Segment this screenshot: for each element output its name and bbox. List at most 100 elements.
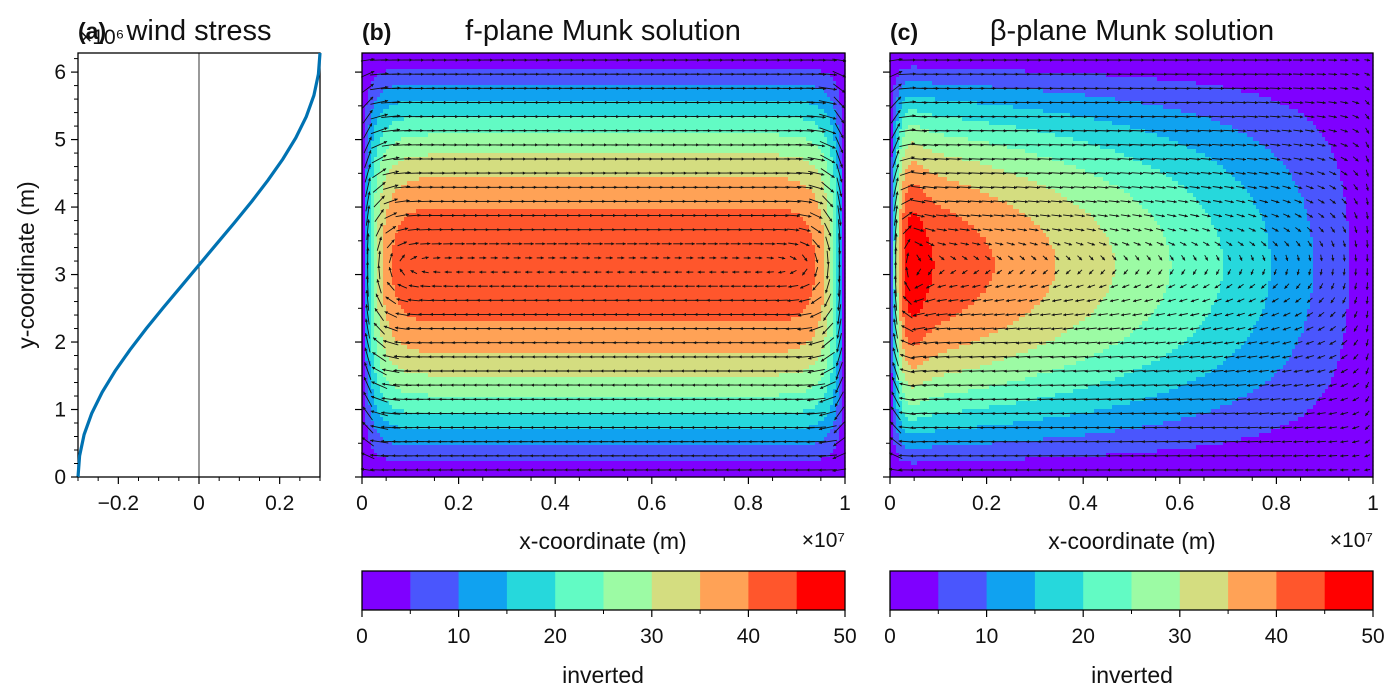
velocity-arrow-head xyxy=(622,440,625,444)
contour-cell xyxy=(944,373,1038,378)
velocity-arrow-head xyxy=(467,270,471,274)
contour-cell xyxy=(1349,249,1374,254)
contour-cell xyxy=(830,181,837,186)
contour-cell xyxy=(1124,189,1188,194)
velocity-arrow-head xyxy=(693,341,697,345)
velocity-arrow-head xyxy=(392,411,396,415)
contour-cell xyxy=(839,237,843,242)
velocity-arrow-head xyxy=(363,406,366,411)
contour-cell xyxy=(371,325,375,330)
contour-cell xyxy=(833,245,837,250)
velocity-arrow-head xyxy=(762,341,766,345)
contour-cell xyxy=(839,181,843,186)
velocity-arrow-head xyxy=(967,468,971,472)
contour-cell xyxy=(908,309,921,314)
contour-cell xyxy=(932,329,999,334)
contour-cell xyxy=(893,309,897,314)
velocity-arrow xyxy=(365,177,371,198)
velocity-arrow-head xyxy=(566,228,570,232)
velocity-arrow-head xyxy=(748,411,752,415)
contour-cell xyxy=(380,313,387,318)
contour-cell xyxy=(368,217,372,222)
velocity-arrow-head xyxy=(466,284,470,288)
velocity-arrow-head xyxy=(1269,468,1273,472)
contour-cell xyxy=(362,393,366,398)
contour-cell xyxy=(362,81,372,86)
velocity-arrow-head xyxy=(403,440,407,444)
contour-cell xyxy=(926,333,990,338)
contour-cell xyxy=(428,373,780,378)
velocity-arrow-head xyxy=(401,254,405,259)
contour-cell xyxy=(392,329,816,334)
contour-cell xyxy=(368,173,375,178)
velocity-arrow-head xyxy=(822,331,826,335)
velocity-arrow-head xyxy=(508,355,512,359)
contour-cell xyxy=(1265,381,1332,386)
contour-cell xyxy=(998,329,1068,334)
contour-cell xyxy=(1217,161,1284,166)
contour-cell xyxy=(377,405,393,410)
contour-cell xyxy=(371,245,375,250)
contour-cell xyxy=(890,229,894,234)
velocity-arrow-head xyxy=(367,191,371,195)
contour-cell xyxy=(896,333,900,338)
velocity-arrow-head xyxy=(473,242,477,246)
contour-cell xyxy=(1268,289,1314,294)
contour-cell xyxy=(890,385,894,390)
contour-cell xyxy=(902,293,906,298)
velocity-arrow-head xyxy=(587,440,591,444)
velocity-arrow-head xyxy=(382,168,387,172)
contour-cell xyxy=(1322,133,1374,138)
contour-cell xyxy=(1115,265,1173,270)
velocity-arrow-head xyxy=(761,369,765,373)
contour-cell xyxy=(989,141,1089,146)
contour-cell xyxy=(1085,93,1260,98)
contour-cell xyxy=(830,257,834,262)
contour-cell xyxy=(371,209,375,214)
velocity-arrow-head xyxy=(706,298,710,302)
velocity-arrow-head xyxy=(575,468,579,472)
contour-cell xyxy=(896,209,900,214)
contour-cell xyxy=(377,345,384,350)
contour-cell xyxy=(1340,169,1374,174)
contour-cell xyxy=(905,245,933,250)
contour-cell xyxy=(1151,213,1209,218)
contour-cell xyxy=(362,285,366,290)
contour-cell xyxy=(362,65,846,70)
contour-cell xyxy=(899,389,903,394)
contour-cell xyxy=(839,93,846,98)
contour-cell xyxy=(890,161,894,166)
contour-cell xyxy=(1220,281,1269,286)
contour-cell xyxy=(821,177,831,182)
velocity-arrow-head xyxy=(397,283,401,287)
contour-cell xyxy=(902,357,906,362)
contour-cell xyxy=(842,149,846,154)
velocity-arrow-head xyxy=(485,355,489,359)
velocity-arrow-head xyxy=(738,228,742,232)
contour-cell xyxy=(1196,329,1254,334)
velocity-arrow-head xyxy=(428,355,432,359)
velocity-arrow-head xyxy=(705,327,709,331)
contour-cell xyxy=(1037,129,1146,134)
velocity-arrow-head xyxy=(530,440,533,444)
velocity-arrow-head xyxy=(644,256,648,260)
velocity-arrow-head xyxy=(520,341,524,345)
contour-cell xyxy=(392,281,816,286)
velocity-arrow xyxy=(366,275,369,297)
contour-cell xyxy=(1076,361,1152,366)
velocity-arrow-head xyxy=(645,411,649,415)
contour-cell xyxy=(920,341,972,346)
contour-cell xyxy=(392,265,816,270)
contour-cell xyxy=(1019,317,1086,322)
contour-cell xyxy=(830,153,837,158)
contour-cell xyxy=(383,225,399,230)
contour-cell xyxy=(890,257,894,262)
contour-cell xyxy=(890,389,894,394)
velocity-arrow-head xyxy=(518,468,522,472)
velocity-arrow-head xyxy=(1049,468,1052,472)
velocity-arrow-head xyxy=(416,227,420,231)
contour-cell xyxy=(905,317,951,322)
contour-cell xyxy=(842,293,846,298)
contour-cell xyxy=(1265,301,1311,306)
velocity-arrow-head xyxy=(602,312,606,317)
